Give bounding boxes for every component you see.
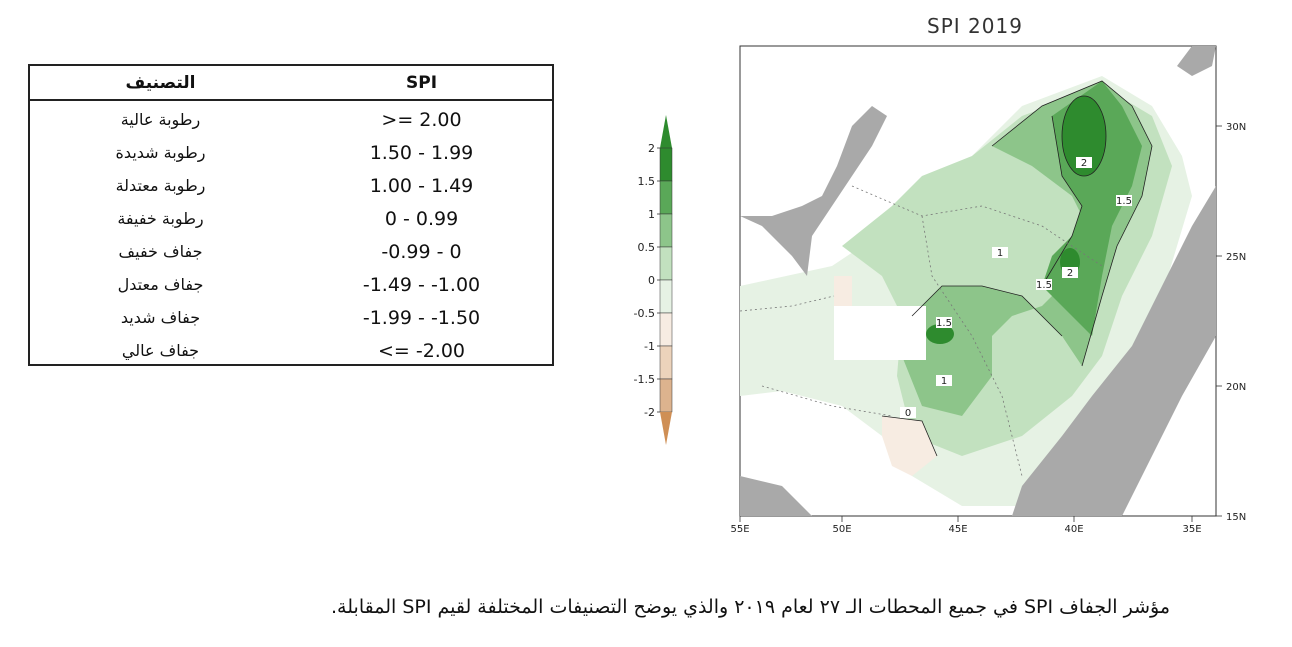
figure-caption: مؤشر الجفاف SPI في جميع المحطات الـ ٢٧ ل…	[331, 596, 1170, 618]
contour-label: 1.5	[936, 318, 952, 329]
spi-classification-table: التصنيف SPI رطوبة عالية >= 2.00 رطوبة شد…	[28, 64, 554, 366]
colorbar-segment	[659, 213, 673, 248]
contour-label: 1.5	[1116, 196, 1132, 207]
table-row: رطوبة خفيفة 0 - 0.99	[30, 202, 552, 235]
lat-label: 20N	[1226, 382, 1246, 393]
colorbar-tick-label: -1.5	[634, 373, 655, 386]
lon-label: 45E	[948, 524, 967, 535]
sea-southwest	[740, 476, 812, 516]
colorbar-tick-label: 1.5	[638, 175, 656, 188]
border-line	[851, 185, 1103, 267]
contour-labels: 2 1.5 1 2 1.5 1.5 1 0	[900, 157, 1132, 419]
contour-label-bg	[1116, 195, 1132, 206]
colorbar-segment	[659, 147, 673, 182]
contour-label-bg	[936, 375, 952, 386]
border-line	[739, 295, 835, 312]
map-zone-extreme-north	[1062, 96, 1106, 176]
contour-1-inner	[911, 285, 1063, 337]
row-spi: <= -2.00	[377, 339, 466, 362]
table-row: جفاف معتدل -1.49 - -1.00	[30, 268, 552, 301]
colorbar-segment	[659, 345, 673, 380]
table-header-row: التصنيف SPI	[30, 66, 552, 101]
colorbar-tick-label: -0.5	[634, 307, 655, 320]
row-spi: 1.50 - 1.99	[369, 141, 474, 164]
row-class: رطوبة معتدلة	[115, 176, 206, 195]
lon-label: 35E	[1182, 524, 1201, 535]
colorbar-segment	[659, 279, 673, 314]
row-class: جفاف معتدل	[117, 275, 204, 294]
colorbar-tick-label: 1	[648, 208, 655, 221]
header-classification: التصنيف	[125, 72, 196, 93]
table-row: جفاف شديد -1.99 - -1.50	[30, 301, 552, 334]
colorbar-segment	[659, 246, 673, 281]
lon-label: 50E	[832, 524, 851, 535]
row-spi: -1.99 - -1.50	[362, 306, 481, 329]
row-spi: 1.00 - 1.49	[369, 174, 474, 197]
contour-label-bg	[900, 407, 916, 418]
sea-west	[740, 106, 887, 276]
table-row: رطوبة شديدة 1.50 - 1.99	[30, 136, 552, 169]
contour-label-bg	[1062, 267, 1078, 278]
sea-northeast	[1177, 46, 1216, 76]
row-spi: -0.99 - 0	[381, 240, 462, 263]
row-spi: >= 2.00	[381, 108, 462, 131]
row-class: رطوبة شديدة	[115, 143, 206, 162]
contour-label-bg	[992, 247, 1008, 258]
contour-1-5	[1041, 115, 1083, 287]
colorbar-segment	[659, 180, 673, 215]
contour-label: 2	[1067, 268, 1073, 279]
colorbar-top-arrow	[660, 115, 672, 148]
row-class: جفاف خفيف	[118, 242, 203, 261]
colorbar-segment	[659, 312, 673, 347]
spi-colorbar: 2 1.5 1 0.5 0 -0.5 -1 -1.5 -2	[634, 115, 673, 445]
contour-label-bg	[1036, 279, 1052, 290]
colorbar-segment	[659, 378, 673, 413]
colorbar-tick-label: 2	[648, 142, 655, 155]
map-title: SPI 2019	[927, 14, 1023, 38]
contour-label-bg	[936, 317, 952, 328]
lat-label: 30N	[1226, 122, 1246, 133]
contour-1	[991, 80, 1153, 367]
contour-label: 1	[941, 376, 947, 387]
contour-label: 0	[905, 408, 911, 419]
contour-label: 1	[997, 248, 1003, 259]
colorbar-tick-label: -1	[644, 340, 655, 353]
colorbar-segments	[659, 115, 673, 445]
spi-map: 2 1.5 1 2 1.5 1.5 1 0 30N 25N 20N 15N 35E 40E 45E 50E 5…	[730, 45, 1246, 535]
border-line	[921, 215, 1023, 477]
colorbar-tick-label: 0.5	[638, 241, 656, 254]
colorbar-ticks: 2 1.5 1 0.5 0 -0.5 -1 -1.5 -2	[634, 142, 660, 419]
map-masked-area	[834, 306, 926, 360]
contour-0	[881, 415, 938, 457]
contour-label: 1.5	[1036, 280, 1052, 291]
row-spi: 0 - 0.99	[384, 207, 459, 230]
table-row: رطوبة معتدلة 1.00 - 1.49	[30, 169, 552, 202]
header-spi: SPI	[405, 72, 438, 93]
row-class: جفاف شديد	[120, 308, 201, 327]
lon-label: 55E	[730, 524, 749, 535]
table-row: جفاف خفيف -0.99 - 0	[30, 235, 552, 268]
row-class: رطوبة عالية	[120, 110, 201, 129]
map-axes: 30N 25N 20N 15N 35E 40E 45E 50E 55E	[730, 122, 1246, 535]
colorbar-tick-label: 0	[648, 274, 655, 287]
lat-label: 25N	[1226, 252, 1246, 263]
map-zone-dry-south	[882, 416, 937, 476]
lat-label: 15N	[1226, 512, 1246, 523]
table-row: جفاف عالي <= -2.00	[30, 334, 552, 367]
row-class: رطوبة خفيفة	[117, 209, 204, 228]
lon-label: 40E	[1064, 524, 1083, 535]
contour-label: 2	[1081, 158, 1087, 169]
contour-label-bg	[1076, 157, 1092, 168]
colorbar-tick-label: -2	[644, 406, 655, 419]
row-class: جفاف عالي	[121, 341, 200, 360]
colorbar-bottom-arrow	[660, 412, 672, 445]
map-zone-extreme-west	[926, 324, 954, 344]
sea-east	[1012, 186, 1216, 516]
table-row: رطوبة عالية >= 2.00	[30, 103, 552, 136]
contour-2-north	[1061, 95, 1107, 177]
row-spi: -1.49 - -1.00	[362, 273, 481, 296]
